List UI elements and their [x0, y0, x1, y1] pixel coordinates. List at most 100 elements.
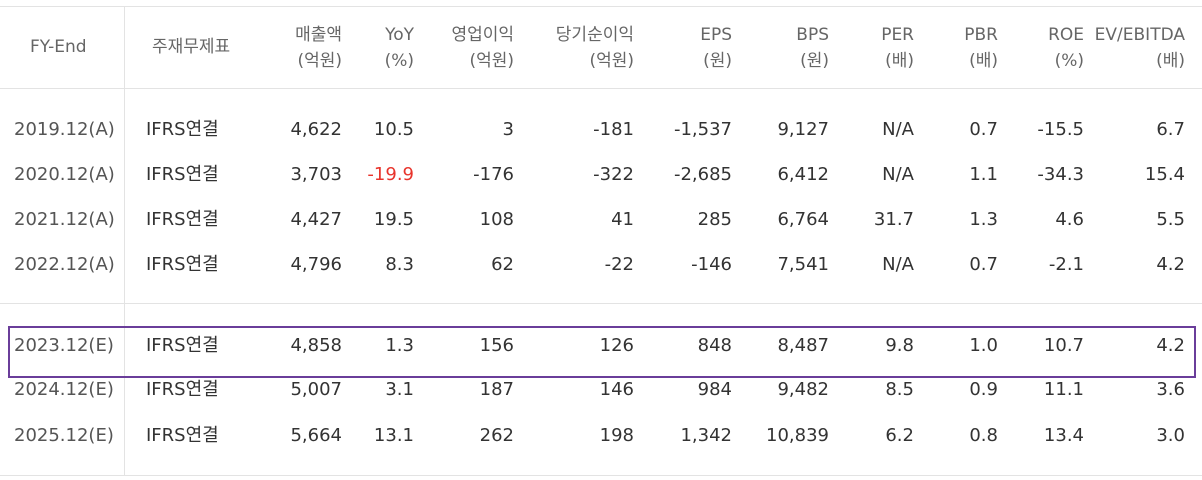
cell-revenue: 5,664	[290, 425, 342, 446]
header-roe-label: ROE	[1048, 25, 1084, 45]
cell-statement-type: IFRS연결	[146, 335, 219, 356]
cell-roe: -34.3	[1037, 164, 1084, 185]
cell-roe: -15.5	[1037, 119, 1084, 140]
header-statement-type-label: 주재무제표	[152, 37, 231, 57]
cell-revenue: 3,703	[290, 164, 342, 185]
cell-pbr: 0.7	[969, 119, 998, 140]
cell-fy-end: 2019.12(A)	[14, 119, 115, 140]
cell-ev-ebitda: 6.7	[1156, 119, 1185, 140]
cell-fy-end: 2022.12(A)	[14, 254, 115, 275]
header-yoy-label: YoY	[385, 25, 414, 45]
cell-yoy: 3.1	[385, 379, 414, 400]
cell-statement-type: IFRS연결	[146, 379, 219, 400]
cell-per: 9.8	[885, 335, 914, 356]
cell-bps: 9,127	[777, 119, 829, 140]
section-divider	[0, 303, 1202, 304]
cell-pbr: 1.1	[969, 164, 998, 185]
cell-yoy: 19.5	[373, 209, 414, 230]
cell-operating-profit: 108	[479, 209, 514, 230]
cell-net-income: 146	[599, 379, 634, 400]
cell-per: N/A	[882, 254, 914, 275]
cell-bps: 9,482	[777, 379, 829, 400]
cell-pbr: 1.0	[969, 335, 998, 356]
cell-bps: 8,487	[777, 335, 829, 356]
header-fy-end: FY-End	[30, 34, 87, 60]
cell-net-income: -22	[604, 254, 634, 275]
cell-ev-ebitda: 3.0	[1156, 425, 1185, 446]
header-pbr: PBR (배)	[964, 22, 998, 74]
cell-yoy: -19.9	[367, 164, 414, 185]
cell-pbr: 1.3	[969, 209, 998, 230]
cell-revenue: 4,858	[290, 335, 342, 356]
cell-ev-ebitda: 4.2	[1156, 254, 1185, 275]
cell-roe: -2.1	[1048, 254, 1084, 275]
cell-ev-ebitda: 15.4	[1144, 164, 1185, 185]
header-pbr-unit: (배)	[969, 51, 998, 71]
cell-revenue: 5,007	[290, 379, 342, 400]
estimate-highlight-box	[8, 326, 1196, 378]
header-bps: BPS (원)	[796, 22, 829, 74]
cell-net-income: -181	[593, 119, 634, 140]
cell-per: 6.2	[885, 425, 914, 446]
cell-statement-type: IFRS연결	[146, 119, 219, 140]
cell-ev-ebitda: 4.2	[1156, 335, 1185, 356]
header-bps-label: BPS	[796, 25, 829, 45]
cell-eps: 848	[697, 335, 732, 356]
cell-yoy: 13.1	[373, 425, 414, 446]
cell-roe: 4.6	[1055, 209, 1084, 230]
header-ev-ebitda-unit: (배)	[1156, 51, 1185, 71]
header-bottom-border	[0, 88, 1202, 89]
cell-fy-end: 2021.12(A)	[14, 209, 115, 230]
cell-yoy: 1.3	[385, 335, 414, 356]
header-operating-profit-unit: (억원)	[469, 51, 514, 71]
header-yoy: YoY (%)	[385, 22, 414, 74]
table-bottom-border	[0, 475, 1202, 476]
cell-revenue: 4,622	[290, 119, 342, 140]
header-eps-label: EPS	[700, 25, 732, 45]
header-ev-ebitda-label: EV/EBITDA	[1094, 25, 1185, 45]
cell-eps: 1,342	[680, 425, 732, 446]
header-net-income-label: 당기순이익	[555, 25, 634, 45]
cell-bps: 10,839	[766, 425, 829, 446]
header-ev-ebitda: EV/EBITDA (배)	[1095, 22, 1185, 74]
header-per-unit: (배)	[885, 51, 914, 71]
cell-fy-end: 2020.12(A)	[14, 164, 115, 185]
cell-revenue: 4,427	[290, 209, 342, 230]
cell-net-income: 198	[599, 425, 634, 446]
cell-operating-profit: 156	[479, 335, 514, 356]
header-revenue: 매출액 (억원)	[295, 22, 342, 74]
header-eps: EPS (원)	[700, 22, 732, 74]
cell-operating-profit: -176	[473, 164, 514, 185]
cell-operating-profit: 3	[502, 119, 514, 140]
cell-roe: 13.4	[1043, 425, 1084, 446]
cell-operating-profit: 62	[491, 254, 514, 275]
header-roe: ROE (%)	[1048, 22, 1084, 74]
cell-yoy: 8.3	[385, 254, 414, 275]
first-column-divider	[124, 6, 125, 476]
header-pbr-label: PBR	[964, 25, 998, 45]
cell-roe: 10.7	[1043, 335, 1084, 356]
cell-per: N/A	[882, 119, 914, 140]
cell-net-income: 41	[611, 209, 634, 230]
header-yoy-unit: (%)	[384, 51, 414, 71]
header-net-income: 당기순이익 (억원)	[556, 22, 634, 74]
header-net-income-unit: (억원)	[589, 51, 634, 71]
header-per: PER (배)	[881, 22, 914, 74]
cell-per: 31.7	[873, 209, 914, 230]
cell-ev-ebitda: 3.6	[1156, 379, 1185, 400]
cell-operating-profit: 262	[479, 425, 514, 446]
cell-fy-end: 2023.12(E)	[14, 335, 114, 356]
header-operating-profit: 영업이익 (억원)	[451, 22, 514, 74]
cell-per: N/A	[882, 164, 914, 185]
cell-fy-end: 2024.12(E)	[14, 379, 114, 400]
cell-yoy: 10.5	[373, 119, 414, 140]
cell-eps: 285	[697, 209, 732, 230]
header-bps-unit: (원)	[800, 51, 829, 71]
cell-fy-end: 2025.12(E)	[14, 425, 114, 446]
header-statement-type: 주재무제표	[152, 34, 230, 60]
cell-pbr: 0.8	[969, 425, 998, 446]
cell-net-income: -322	[593, 164, 634, 185]
cell-eps: 984	[697, 379, 732, 400]
cell-statement-type: IFRS연결	[146, 254, 219, 275]
